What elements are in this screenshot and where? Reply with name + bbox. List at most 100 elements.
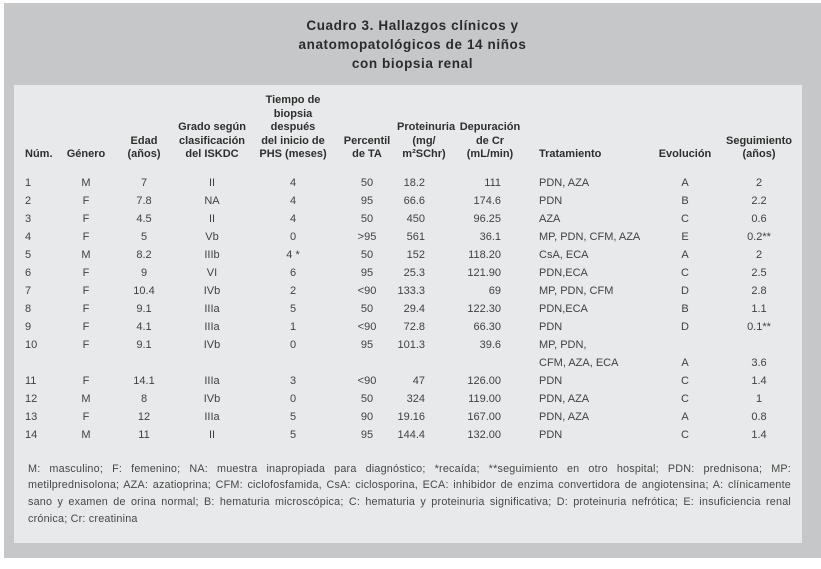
table-row: 14 M 11 II 5 95 144.4 132.00 PDN C 1.4	[25, 426, 801, 444]
cell-genero: F	[82, 302, 90, 315]
header-edad: Edad (años)	[127, 134, 161, 161]
cell-seguimiento: 1.4	[751, 374, 767, 387]
cell-genero: M	[81, 392, 91, 405]
cell-proteinuria: 25.3	[403, 266, 425, 279]
cell-evolucion: D	[681, 284, 689, 297]
cell-proteinuria: 561	[406, 230, 425, 243]
cell-edad: 5	[140, 230, 148, 243]
cell-num: 8	[25, 302, 32, 315]
cell-edad: 14.1	[133, 374, 155, 387]
cell-tratamiento: PDN, AZA	[539, 410, 590, 423]
cell-seguimiento: 1.1	[751, 302, 767, 315]
cell-tiempo: 5	[289, 428, 297, 441]
cell-genero: F	[82, 338, 90, 351]
cell-num: 2	[25, 194, 32, 207]
cell-tratamiento: PDN	[539, 194, 563, 207]
cell-proteinuria: 144.4	[397, 428, 425, 441]
cell-num: 10	[25, 338, 38, 351]
cell-depuracion: 39.6	[479, 338, 501, 351]
cell-depuracion: 121.90	[467, 266, 501, 279]
cell-genero: F	[82, 374, 90, 387]
cell-grado: VI	[206, 266, 218, 279]
cell-evolucion: C	[681, 266, 689, 279]
cell-tiempo: 5	[289, 302, 297, 315]
header-percentil: Percentil de TA	[343, 134, 391, 161]
cell-depuracion: 174.6	[473, 194, 501, 207]
cell-genero: F	[82, 284, 90, 297]
cell-proteinuria: 152	[406, 248, 425, 261]
cell-grado: IIIb	[204, 248, 220, 261]
cell-depuracion: 111	[484, 176, 501, 189]
table-row: 10 F 9.1 IVb 0 95 101.3 39.6 MP, PDN, CFM, AZA, …	[25, 336, 801, 372]
cell-depuracion: 96.25	[473, 212, 501, 225]
cell-num: 11	[25, 374, 37, 387]
table-header-row: Núm. Género Edad (años) Grado según clas…	[25, 85, 801, 174]
cell-tiempo: 6	[289, 266, 297, 279]
cell-seguimiento: 0.8	[751, 410, 767, 423]
cell-seguimiento: 2	[755, 176, 763, 189]
cell-evolucion: A	[681, 356, 689, 369]
cell-tratamiento: PDN,ECA	[539, 266, 588, 279]
cell-genero: F	[82, 194, 90, 207]
cell-seguimiento: 3.6	[751, 356, 767, 369]
cell-num: 6	[25, 266, 32, 279]
header-tiempo: Tiempo de biopsia después del inicio de …	[259, 94, 327, 160]
cell-tiempo: 0	[289, 392, 297, 405]
cell-tiempo: 4	[289, 176, 297, 189]
cell-genero: M	[81, 176, 91, 189]
cell-evolucion: A	[681, 248, 689, 261]
clinical-findings-table: Núm. Género Edad (años) Grado según clas…	[25, 85, 801, 444]
cell-evolucion: A	[681, 176, 689, 189]
footnote: M: masculino; F: femenino; NA: muestra i…	[28, 462, 791, 525]
cell-grado: IIIa	[204, 302, 220, 315]
cell-tiempo: 4	[289, 194, 297, 207]
table-row: 8 F 9.1 IIIa 5 50 29.4 122.30 PDN,ECA B 1.1	[25, 300, 801, 318]
cell-tiempo: 2	[289, 284, 297, 297]
cell-percentil: <90	[357, 284, 377, 297]
cell-edad: 9.1	[136, 338, 152, 351]
cell-edad: 7.8	[136, 194, 152, 207]
header-seguimiento: Seguimiento (años)	[725, 134, 792, 161]
cell-num: 9	[25, 320, 32, 333]
cell-percentil: 50	[360, 176, 374, 189]
cell-percentil: >95	[357, 230, 377, 243]
cell-seguimiento: 2.5	[751, 266, 767, 279]
header-num: Núm.	[25, 148, 53, 160]
cell-percentil: 95	[360, 194, 374, 207]
header-genero: Género	[66, 148, 106, 160]
header-proteinuria: Proteinuria (mg/ m²SChr)	[397, 121, 456, 160]
cell-proteinuria: 19.16	[397, 410, 425, 423]
cell-tiempo: 0	[289, 338, 297, 351]
cell-grado: NA	[204, 194, 220, 207]
cell-grado: II	[208, 176, 216, 189]
cell-percentil: <90	[357, 320, 377, 333]
cell-num: 14	[25, 428, 38, 441]
cell-num: 3	[25, 212, 32, 225]
cell-depuracion: 122.30	[467, 302, 501, 315]
table-row: 11 F 14.1 IIIa 3 <90 47 126.00 PDN C 1.4	[25, 372, 801, 390]
cell-proteinuria: 18.2	[403, 176, 425, 189]
cell-depuracion: 36.1	[479, 230, 501, 243]
cell-depuracion: 132.00	[467, 428, 501, 441]
table-row: 2 F 7.8 NA 4 95 66.6 174.6 PDN B 2.2	[25, 192, 801, 210]
cell-percentil: 95	[360, 428, 374, 441]
cell-tiempo: 5	[289, 410, 297, 423]
cell-percentil: 95	[360, 338, 374, 351]
table-row: 13 F 12 IIIa 5 90 19.16 167.00 PDN, AZA A 0.8	[25, 408, 801, 426]
cell-num: 4	[25, 230, 32, 243]
cell-seguimiento: 2.2	[751, 194, 767, 207]
cell-edad: 9	[140, 266, 148, 279]
table-body: 1 M 7 II 4 50 18.2 111 PDN, AZA A 2 2 F 7.8 NA 4 95 66.6 1…	[25, 174, 801, 444]
cell-percentil: 50	[360, 302, 374, 315]
cell-tiempo: 4	[289, 212, 297, 225]
cell-tratamiento: PDN,ECA	[539, 302, 588, 315]
cell-depuracion: 119.00	[468, 392, 501, 405]
table-header: Núm. Género Edad (años) Grado según clas…	[25, 85, 801, 174]
cell-percentil: 90	[360, 410, 374, 423]
cell-depuracion: 69	[488, 284, 501, 297]
cell-tratamiento: PDN	[539, 320, 563, 333]
table-row: 12 M 8 IVb 0 50 324 119.00 PDN, AZA C 1	[25, 390, 801, 408]
cell-genero: F	[82, 410, 90, 423]
cell-edad: 12	[137, 410, 151, 423]
